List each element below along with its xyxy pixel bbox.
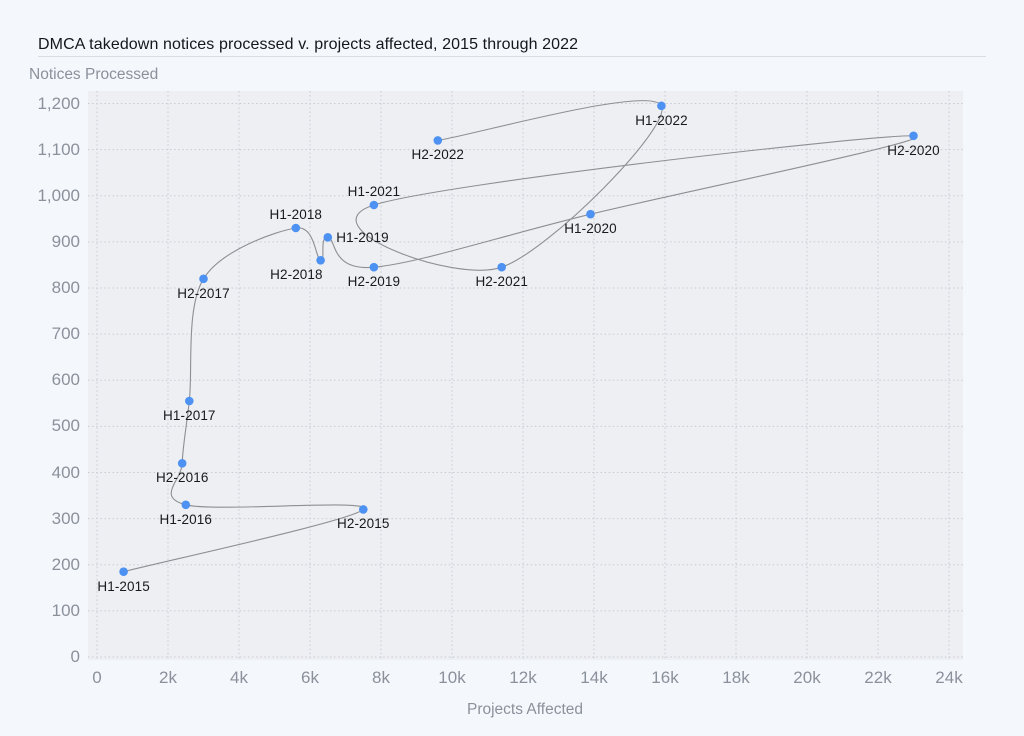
point-label-H1-2019: H1-2019 (336, 230, 389, 246)
data-point-H1-2020 (586, 209, 595, 219)
x-tick-label: 6k (301, 668, 319, 687)
y-tick-label: 100 (51, 600, 80, 620)
point-label-H1-2015: H1-2015 (97, 578, 150, 594)
point-label-H2-2022: H2-2022 (411, 147, 465, 163)
x-tick-label: 14k (580, 668, 608, 687)
point-label-H2-2017: H2-2017 (177, 285, 230, 301)
x-tick-label: 24k (935, 668, 963, 687)
data-point-H2-2018 (316, 255, 325, 265)
x-tick-label: 10k (438, 668, 466, 687)
y-axis-title: Notices Processed (29, 66, 159, 83)
x-tick-label: 22k (864, 668, 892, 687)
point-label-H1-2021: H1-2021 (347, 183, 401, 199)
data-point-H2-2017 (199, 274, 208, 284)
data-point-H2-2022 (433, 136, 443, 145)
data-point-H1-2018 (291, 223, 301, 233)
data-point-H1-2019 (323, 233, 333, 242)
data-point-H1-2015 (119, 567, 128, 576)
point-label-H1-2022: H1-2022 (635, 112, 688, 128)
point-label-H1-2018: H1-2018 (269, 207, 323, 223)
x-tick-label: 2k (159, 668, 177, 687)
y-tick-label: 1,200 (37, 93, 80, 113)
y-tick-label: 700 (51, 324, 80, 344)
data-point-H1-2016 (181, 500, 191, 510)
x-axis-title: Projects Affected (466, 701, 584, 718)
point-label-H2-2020: H2-2020 (887, 142, 940, 158)
point-label-H1-2017: H1-2017 (163, 408, 216, 423)
y-tick-label: 500 (51, 416, 80, 436)
data-point-H1-2021 (369, 200, 379, 210)
point-label-H1-2020: H1-2020 (564, 221, 617, 237)
x-tick-label: 18k (722, 668, 750, 687)
plot-background (88, 91, 963, 660)
point-label-H2-2019: H2-2019 (347, 274, 401, 290)
point-label-H1-2016: H1-2016 (159, 511, 212, 527)
x-tick-label: 8k (372, 668, 390, 687)
x-tick-label: 12k (509, 668, 537, 687)
data-point-H1-2017 (185, 396, 194, 406)
x-tick-label: 20k (793, 668, 821, 687)
data-point-H1-2022 (657, 101, 666, 111)
y-tick-label: 200 (51, 554, 80, 574)
point-label-H2-2021: H2-2021 (475, 274, 528, 290)
x-tick-label: 16k (651, 668, 679, 687)
data-point-H2-2021 (497, 262, 507, 272)
y-tick-label: 600 (51, 370, 80, 390)
chart-title: DMCA takedown notices processed v. proje… (38, 35, 986, 57)
y-tick-label: 400 (51, 462, 80, 482)
series-curve (123, 100, 918, 573)
data-point-H2-2019 (369, 262, 379, 272)
data-point-H2-2016 (177, 459, 187, 468)
point-label-H2-2016: H2-2016 (155, 470, 209, 486)
point-label-H2-2018: H2-2018 (270, 267, 323, 283)
data-point-H2-2020 (909, 131, 918, 141)
point-label-H2-2015: H2-2015 (337, 516, 390, 532)
y-tick-label: 900 (51, 231, 80, 251)
x-tick-label: 0 (92, 668, 102, 687)
y-tick-label: 1,000 (37, 185, 80, 205)
y-tick-label: 800 (51, 278, 80, 297)
x-tick-label: 4k (230, 668, 248, 687)
data-point-H2-2015 (359, 505, 368, 514)
y-tick-label: 300 (51, 508, 80, 528)
y-tick-label: 1,100 (37, 139, 80, 159)
y-tick-label: 0 (70, 647, 80, 666)
